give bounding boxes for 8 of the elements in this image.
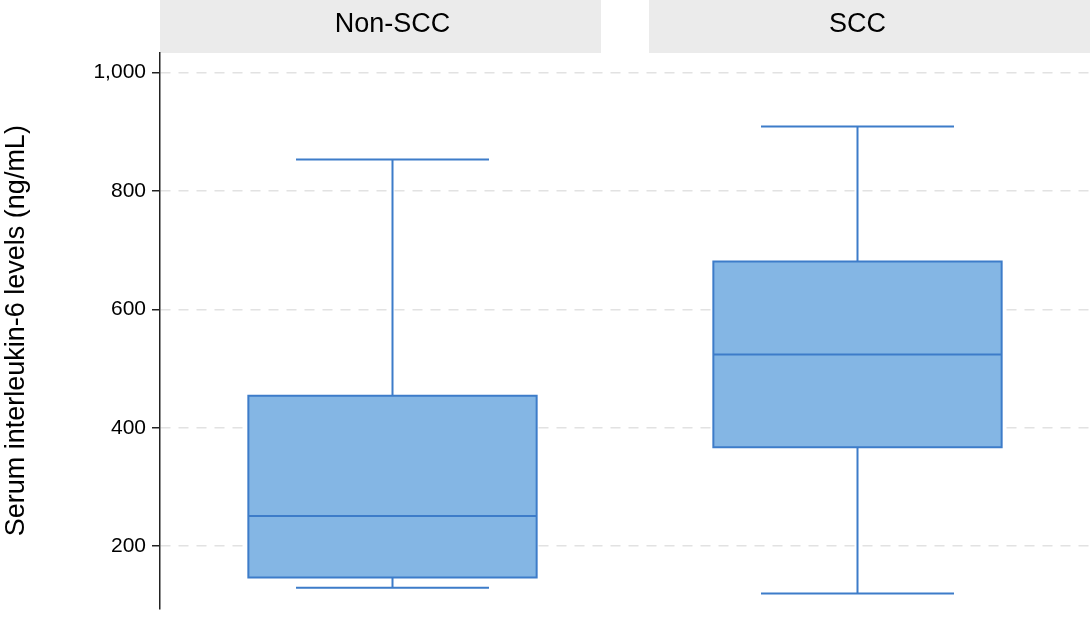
y-tick-label: 1,000	[93, 59, 146, 83]
x-tick-label: Non-SCC	[334, 8, 451, 39]
x-tick-label: SCC	[828, 8, 887, 39]
y-axis-title: Serum interleukin-6 levels (ng/mL)	[0, 125, 30, 537]
y-tick-label: 800	[110, 177, 146, 201]
y-tick-label: 200	[110, 533, 146, 557]
y-tick-label: 400	[110, 414, 146, 438]
y-tick-label: 600	[110, 296, 146, 320]
